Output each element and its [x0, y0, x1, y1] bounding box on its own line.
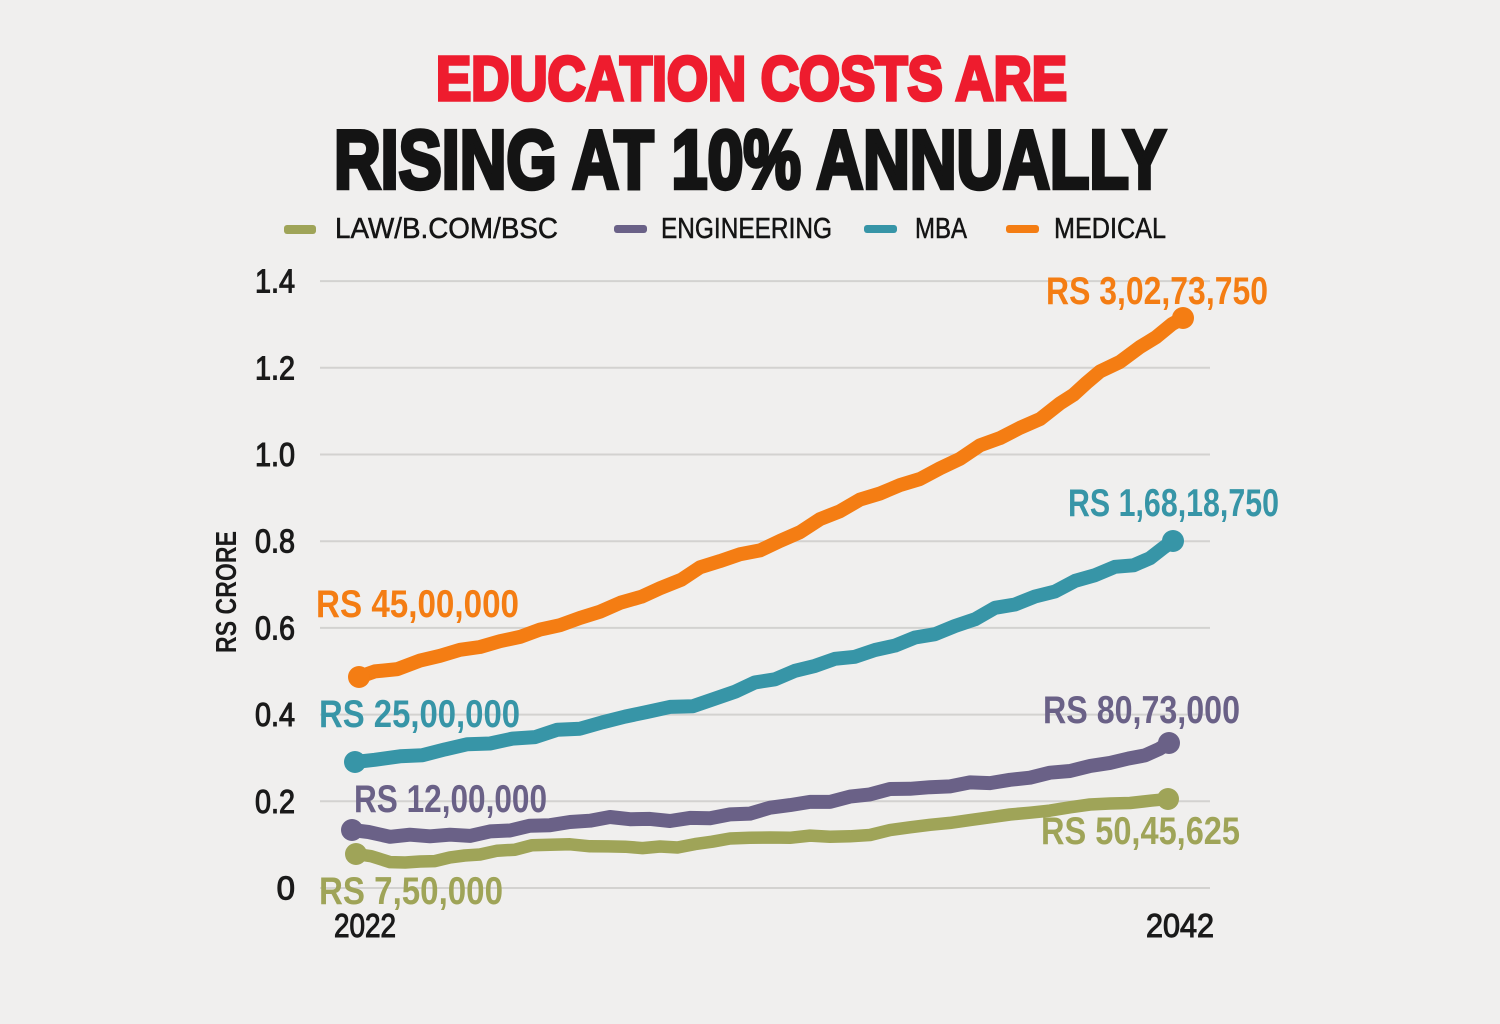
- svg-text:RS 12,00,000: RS 12,00,000: [354, 778, 547, 821]
- svg-text:RS 25,00,000: RS 25,00,000: [319, 693, 520, 736]
- svg-text:RS 50,45,625: RS 50,45,625: [1041, 810, 1240, 853]
- svg-text:2022: 2022: [334, 907, 396, 944]
- svg-text:1.2: 1.2: [255, 349, 295, 386]
- svg-text:MBA: MBA: [915, 213, 968, 245]
- svg-text:EDUCATION COSTS ARE: EDUCATION COSTS ARE: [436, 45, 1067, 114]
- svg-text:RS 80,73,000: RS 80,73,000: [1043, 689, 1240, 732]
- svg-text:RS 3,02,73,750: RS 3,02,73,750: [1046, 270, 1268, 313]
- svg-text:RS 45,00,000: RS 45,00,000: [316, 583, 519, 626]
- svg-text:0.8: 0.8: [255, 523, 295, 560]
- svg-text:2042: 2042: [1146, 907, 1214, 944]
- svg-text:RS 7,50,000: RS 7,50,000: [319, 870, 503, 913]
- svg-text:1.4: 1.4: [255, 263, 295, 300]
- svg-text:0.4: 0.4: [255, 696, 295, 733]
- svg-text:LAW/B.COM/BSC: LAW/B.COM/BSC: [335, 213, 558, 245]
- svg-text:0.2: 0.2: [255, 783, 295, 820]
- svg-text:ENGINEERING: ENGINEERING: [661, 213, 832, 245]
- svg-text:RS CRORE: RS CRORE: [211, 531, 243, 653]
- svg-text:1.0: 1.0: [255, 436, 295, 473]
- svg-text:MEDICAL: MEDICAL: [1054, 213, 1166, 245]
- svg-text:RISING AT 10% ANNUALLY: RISING AT 10% ANNUALLY: [334, 113, 1166, 206]
- svg-text:0.6: 0.6: [255, 609, 295, 646]
- svg-text:RS 1,68,18,750: RS 1,68,18,750: [1068, 482, 1279, 525]
- svg-text:0: 0: [277, 870, 295, 907]
